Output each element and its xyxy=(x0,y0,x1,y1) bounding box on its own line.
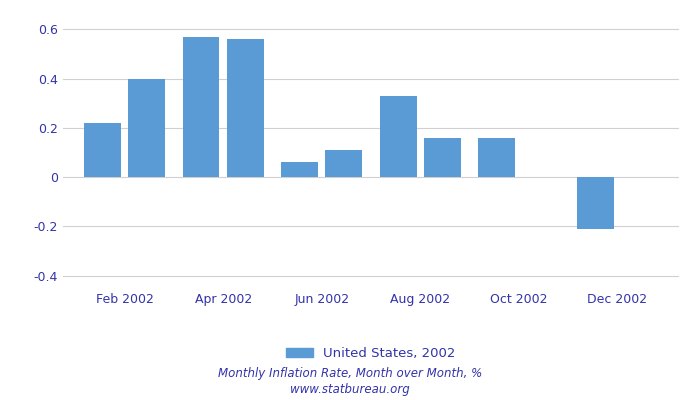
Text: Monthly Inflation Rate, Month over Month, %: Monthly Inflation Rate, Month over Month… xyxy=(218,368,482,380)
Bar xyxy=(128,78,165,177)
Bar xyxy=(183,37,220,177)
Bar xyxy=(227,39,264,177)
Text: www.statbureau.org: www.statbureau.org xyxy=(290,384,410,396)
Bar xyxy=(281,162,318,177)
Legend: United States, 2002: United States, 2002 xyxy=(281,342,461,365)
Bar xyxy=(84,123,121,177)
Bar xyxy=(379,96,416,177)
Bar xyxy=(424,138,461,177)
Bar xyxy=(326,150,363,177)
Bar xyxy=(577,177,614,229)
Bar xyxy=(478,138,515,177)
